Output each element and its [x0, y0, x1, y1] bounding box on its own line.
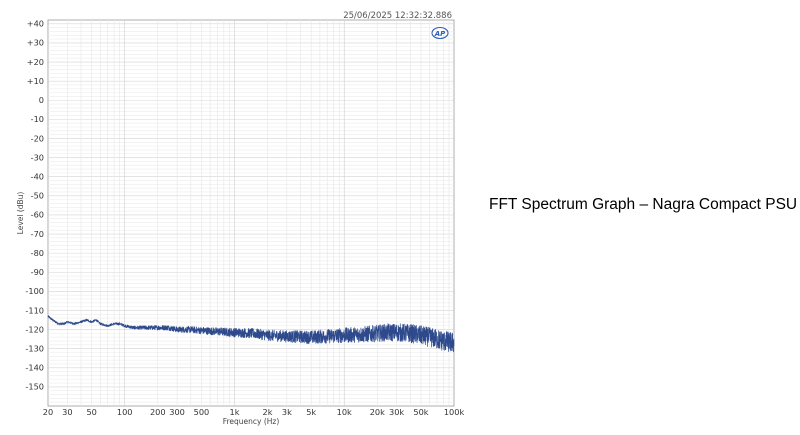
y-tick-label: -90: [31, 267, 44, 277]
x-tick-label: 100: [117, 407, 133, 417]
grid-lines: [48, 20, 454, 406]
series-group: [47, 315, 455, 353]
y-tick-label: -110: [25, 305, 44, 315]
y-tick-label: -60: [31, 210, 44, 220]
y-tick-label: +30: [27, 38, 44, 48]
chart-timestamp: 25/06/2025 12:32:32.886: [343, 11, 452, 21]
svg-text:AP: AP: [434, 30, 446, 38]
x-tick-label: 30: [62, 407, 72, 417]
x-tick-labels: 20 30 50 100 200 300 500 1k 2k 3k 5k 10k 20k 30k 50k 10…: [43, 407, 465, 417]
y-tick-label: +10: [27, 76, 44, 86]
x-tick-label: 500: [194, 407, 210, 417]
y-tick-label: -130: [25, 343, 44, 353]
x-tick-label: 10k: [337, 407, 352, 417]
y-tick-labels: +40 +30 +20 +10 0 -10 -20 -30 -40 -50 -60 -70 -80 -90…: [25, 19, 44, 392]
y-tick-label: -120: [25, 324, 44, 334]
ap-logo-icon: AP: [431, 26, 449, 40]
y-tick-label: -10: [31, 114, 44, 124]
y-tick-label: +20: [27, 57, 44, 67]
y-tick-label: -140: [25, 363, 44, 373]
y-tick-label: -150: [25, 382, 44, 392]
plot-area: [47, 19, 455, 407]
y-tick-label: -70: [31, 229, 44, 239]
x-tick-label: 20: [43, 407, 53, 417]
x-tick-label: 50: [86, 407, 96, 417]
y-tick-label: +40: [27, 19, 44, 29]
x-tick-label: 1k: [230, 407, 240, 417]
fft-chart: 25/06/2025 12:32:32.886 +40 +30 +20 +10 0 -10…: [16, 11, 465, 426]
y-tick-label: -50: [31, 191, 44, 201]
y-tick-label: -80: [31, 248, 44, 258]
y-tick-label: -20: [31, 133, 44, 143]
x-tick-label: 300: [169, 407, 185, 417]
y-tick-label: 0: [39, 95, 44, 105]
chart-caption: FFT Spectrum Graph – Nagra Compact PSU: [489, 196, 798, 213]
y-axis-label: Level (dBu): [16, 192, 25, 235]
x-tick-label: 3k: [282, 407, 292, 417]
y-tick-label: -30: [31, 152, 44, 162]
x-tick-label: 100k: [444, 407, 465, 417]
x-tick-label: 20k: [370, 407, 385, 417]
y-tick-label: -100: [25, 286, 44, 296]
x-tick-label: 5k: [306, 407, 316, 417]
x-axis-label: Frequency (Hz): [223, 417, 280, 426]
series-line: [47, 315, 455, 353]
x-tick-label: 30k: [389, 407, 404, 417]
x-tick-label: 200: [150, 407, 166, 417]
x-tick-label: 2k: [263, 407, 273, 417]
x-tick-label: 50k: [413, 407, 428, 417]
y-tick-label: -40: [31, 171, 44, 181]
